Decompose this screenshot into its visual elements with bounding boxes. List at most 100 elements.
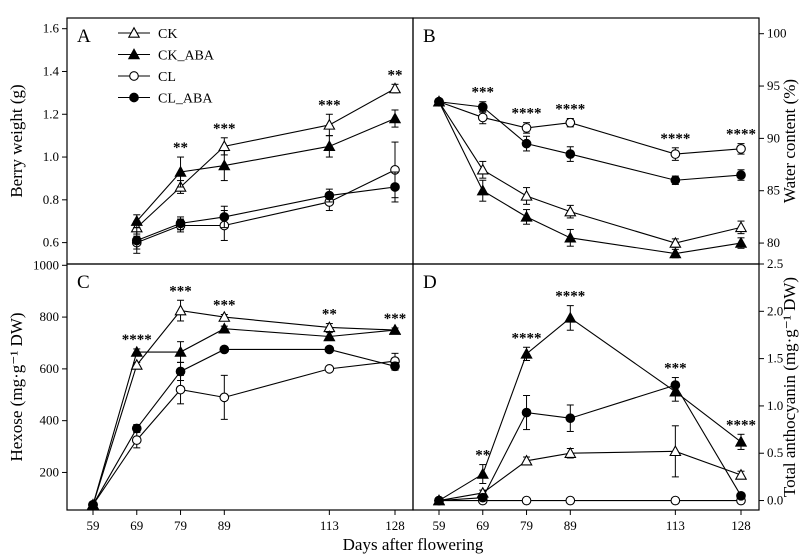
data-point <box>477 102 488 112</box>
y-tick-label: 95 <box>767 78 780 93</box>
significance-label: **** <box>555 101 585 117</box>
significance-label: *** <box>384 311 407 327</box>
x-tick-label: 59 <box>87 518 100 533</box>
significance-label: **** <box>660 131 690 147</box>
data-point <box>521 407 532 418</box>
data-point <box>736 170 746 180</box>
data-point <box>670 380 681 390</box>
data-point <box>131 435 142 445</box>
x-tick-label: 89 <box>218 518 231 533</box>
data-point <box>434 96 444 107</box>
data-point <box>669 445 682 457</box>
y-tick-label: 85 <box>767 183 780 198</box>
data-point <box>521 123 532 133</box>
significance-label: ** <box>475 448 490 464</box>
data-point <box>174 304 187 316</box>
data-point <box>130 345 143 357</box>
data-point <box>324 364 335 374</box>
series-line <box>438 101 742 181</box>
series-ck-aba <box>432 95 748 259</box>
significance-label: **** <box>555 289 585 305</box>
y-tick-label: 90 <box>767 130 780 145</box>
x-tick-label: 69 <box>130 518 143 533</box>
y-axis-label: Hexose (mg·g⁻¹ DW) <box>7 312 26 461</box>
data-point <box>390 361 400 372</box>
series-ck-aba <box>432 305 748 506</box>
significance-label: ** <box>173 140 188 156</box>
significance-label: *** <box>213 297 236 313</box>
x-tick-label: 128 <box>385 518 405 533</box>
y-tick-label: 1.2 <box>43 106 59 121</box>
y-tick-label: 0.8 <box>43 192 59 207</box>
series-ck-aba <box>86 322 402 510</box>
data-point <box>219 392 230 403</box>
data-point <box>218 159 231 171</box>
y-tick-label: 0.0 <box>767 493 783 508</box>
series-line <box>136 118 396 222</box>
y-axis-label: Berry weight (g) <box>7 84 26 197</box>
data-point <box>219 212 230 222</box>
data-point <box>565 495 576 506</box>
significance-label: **** <box>122 332 152 348</box>
legend-label: CL_ABA <box>158 92 213 107</box>
series-cl-aba <box>434 96 746 186</box>
x-tick-label: 69 <box>476 518 489 533</box>
x-tick-label: 89 <box>564 518 577 533</box>
series-line <box>136 169 396 244</box>
data-point <box>520 347 533 359</box>
data-point <box>564 205 577 217</box>
data-point <box>734 221 748 233</box>
data-point <box>218 310 231 322</box>
data-point <box>670 175 681 186</box>
significance-label: **** <box>512 106 542 122</box>
data-point <box>174 345 187 357</box>
data-point <box>388 323 402 335</box>
data-point <box>130 214 143 226</box>
y-tick-label: 400 <box>40 413 60 428</box>
series-line <box>92 348 396 506</box>
series-line <box>92 360 396 506</box>
y-axis-label: Total anthocyanin (mg·g⁻¹ DW) <box>780 277 799 497</box>
y-tick-label: 200 <box>40 464 60 479</box>
data-point <box>323 118 336 130</box>
data-point <box>736 490 746 501</box>
y-tick-label: 1000 <box>33 257 59 272</box>
significance-label: ** <box>388 67 403 83</box>
data-point <box>324 344 335 355</box>
x-tick-label: 59 <box>433 518 446 533</box>
data-point <box>521 495 532 506</box>
y-tick-label: 100 <box>767 26 787 41</box>
data-point <box>564 311 577 323</box>
x-axis-label: Days after flowering <box>343 535 484 554</box>
data-point <box>670 149 681 159</box>
y-tick-label: 80 <box>767 235 780 250</box>
series-line <box>438 317 742 502</box>
y-tick-label: 0.6 <box>43 235 60 250</box>
data-point <box>174 165 187 177</box>
significance-label: *** <box>318 97 341 113</box>
x-tick-label: 128 <box>731 518 751 533</box>
data-point <box>388 82 402 94</box>
panel-label: C <box>77 272 90 293</box>
series-ck-aba <box>130 109 402 229</box>
data-point <box>323 330 336 342</box>
significance-label: **** <box>512 330 542 346</box>
data-point <box>565 149 576 159</box>
data-point <box>564 231 577 243</box>
data-point <box>218 322 231 334</box>
data-point <box>734 468 748 480</box>
y-tick-label: 1.6 <box>43 21 60 36</box>
y-axis-label: Water content (%) <box>780 79 799 203</box>
x-tick-label: 113 <box>666 518 685 533</box>
data-point <box>324 190 335 201</box>
panel-frame <box>412 263 760 511</box>
data-point <box>131 423 142 434</box>
legend-marker <box>127 48 141 60</box>
data-point <box>520 210 533 222</box>
significance-label: *** <box>472 85 495 101</box>
panel-frame <box>66 263 414 511</box>
y-tick-label: 600 <box>40 361 60 376</box>
y-tick-label: 0.5 <box>767 445 783 460</box>
